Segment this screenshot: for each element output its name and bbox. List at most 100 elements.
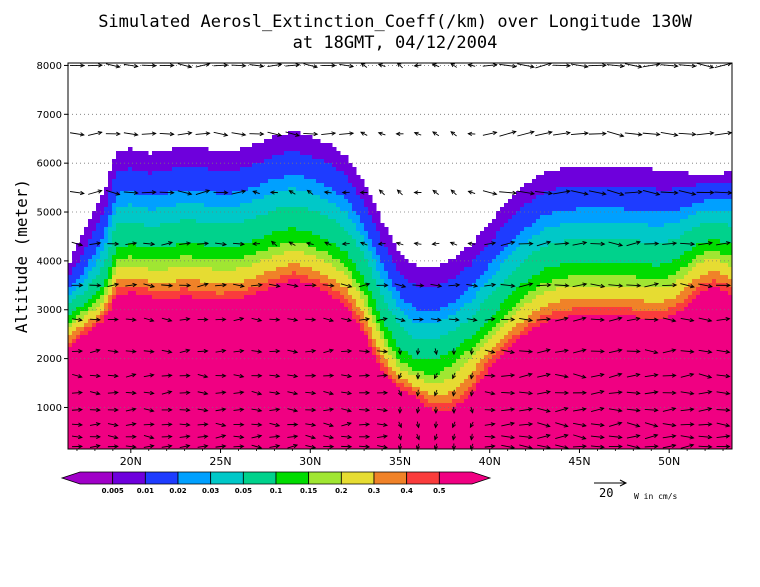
wind-vector — [125, 317, 137, 322]
contour-cell — [276, 247, 281, 256]
wind-vector — [680, 372, 695, 378]
contour-cell — [112, 295, 117, 300]
wind-vector-head — [725, 316, 731, 322]
wind-vector — [159, 190, 175, 195]
wind-vector-shaft — [537, 422, 550, 427]
wind-vector-shaft — [555, 349, 569, 353]
wind-vector-head — [397, 423, 402, 429]
contour-cell — [728, 211, 732, 228]
contour-cell — [372, 279, 377, 300]
contour-cell — [256, 287, 261, 292]
wind-vector-shaft — [644, 422, 658, 427]
contour-cell — [144, 195, 149, 208]
wind-vector-shaft — [359, 409, 370, 411]
wind-vector-shaft — [642, 189, 660, 196]
contour-cell — [632, 287, 637, 300]
contour-cell — [536, 327, 541, 449]
wind-vector-shaft — [698, 283, 713, 288]
wind-vector-shaft — [626, 444, 640, 449]
wind-vector — [644, 390, 659, 395]
contour-cell — [84, 323, 89, 328]
contour-cell — [332, 147, 337, 168]
contour-cell — [396, 291, 401, 308]
wind-vector-shaft — [161, 349, 172, 353]
contour-cell — [560, 187, 565, 212]
contour-cell — [600, 207, 605, 224]
contour-cell — [188, 295, 193, 449]
wind-vector — [431, 241, 440, 246]
contour-cell — [148, 211, 153, 228]
contour-cell — [124, 247, 129, 260]
contour-cell — [216, 151, 221, 172]
contour-cell — [328, 295, 333, 449]
contour-cell — [136, 151, 141, 172]
wind-vector-shaft — [642, 132, 660, 136]
contour-cell — [448, 279, 453, 304]
contour-cell — [536, 251, 541, 276]
contour-cell — [268, 179, 273, 196]
contour-cell — [356, 307, 361, 316]
wind-vector-shaft — [377, 408, 388, 412]
colorbar-swatch — [60, 471, 114, 485]
wind-vector-head — [346, 422, 352, 427]
wind-vector-shaft — [484, 391, 495, 395]
contour-cell — [560, 167, 565, 188]
wind-vector-head — [725, 391, 731, 396]
wind-vector-head — [167, 422, 173, 427]
contour-cell — [356, 283, 361, 292]
contour-cell — [500, 303, 505, 320]
contour-cell — [492, 315, 497, 328]
wind-vector-shaft — [107, 374, 118, 377]
contour-cell — [268, 195, 273, 212]
contour-cell — [168, 283, 173, 292]
contour-cell — [420, 339, 425, 360]
wind-vector-head — [365, 349, 371, 354]
contour-cell — [304, 267, 309, 276]
contour-cell — [608, 315, 613, 449]
wind-vector — [303, 63, 319, 69]
contour-cell — [204, 299, 209, 449]
contour-cell — [360, 291, 365, 300]
contour-cell — [644, 211, 649, 224]
contour-cell — [428, 267, 433, 288]
wind-vector — [415, 406, 421, 414]
wind-vector-head — [241, 189, 247, 194]
wind-vector — [644, 241, 660, 246]
contour-cell — [212, 151, 217, 172]
contour-cell — [248, 287, 253, 296]
contour-cell — [420, 359, 425, 372]
contour-cell — [108, 215, 113, 228]
wind-vector-shaft — [197, 423, 208, 426]
contour-cell — [112, 299, 117, 449]
wind-vector-shaft — [590, 435, 604, 438]
wind-vector-shaft — [572, 422, 586, 427]
wind-vector — [323, 317, 335, 323]
wind-vector-shaft — [179, 435, 190, 438]
contour-cell — [444, 319, 449, 336]
wind-vector-head — [602, 63, 607, 68]
wind-vector-shaft — [161, 391, 172, 395]
wind-vector — [416, 443, 421, 449]
contour-cell — [192, 147, 197, 168]
contour-cell — [224, 223, 229, 248]
wind-vector — [195, 131, 211, 136]
wind-vector-head — [306, 189, 312, 195]
wind-vector — [452, 421, 456, 429]
wind-vector — [714, 131, 732, 136]
wind-vector — [323, 422, 334, 428]
wind-vector-head — [563, 348, 569, 353]
contour-cell — [552, 291, 557, 304]
contour-cell — [136, 267, 141, 280]
contour-cell — [180, 295, 185, 449]
contour-cell — [200, 299, 205, 449]
contour-cell — [492, 239, 497, 260]
contour-cell — [592, 287, 597, 300]
wind-vector — [662, 241, 678, 246]
contour-cell — [156, 283, 161, 292]
contour-cell — [276, 207, 281, 232]
contour-cell — [540, 231, 545, 248]
contour-cell — [300, 207, 305, 232]
contour-cell — [92, 319, 97, 324]
wind-vector-shaft — [125, 350, 136, 353]
contour-cell — [636, 223, 641, 240]
